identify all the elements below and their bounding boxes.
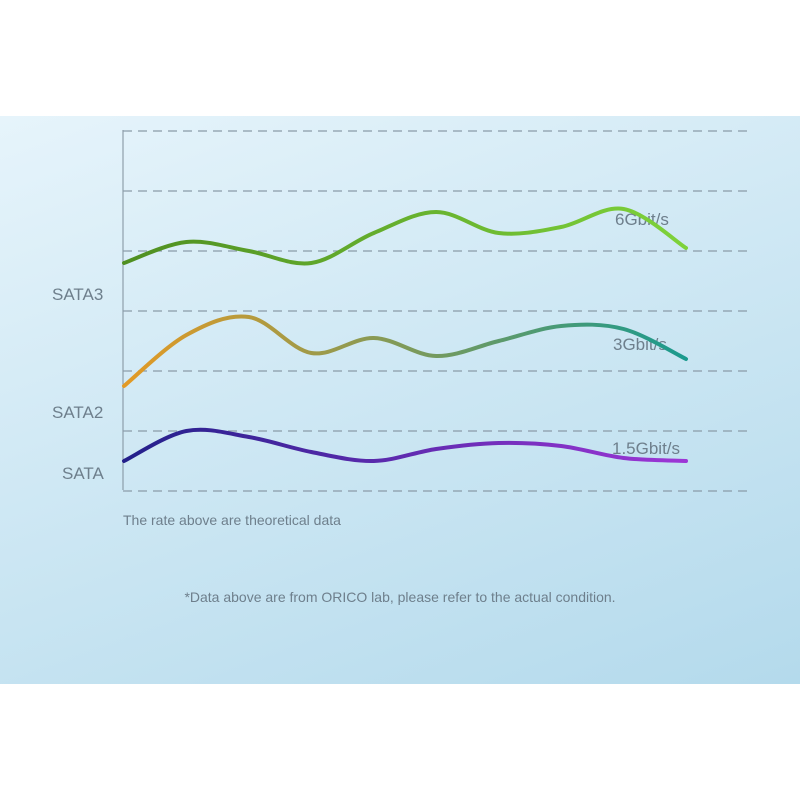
series-label-sata2: SATA2 <box>52 403 103 422</box>
theoretical-note: The rate above are theoretical data <box>123 512 341 528</box>
series-line-sata2 <box>122 314 688 388</box>
chart-background-panel <box>0 116 800 684</box>
speed-label-6gbit: 6Gbit/s <box>615 210 669 229</box>
series-label-sata: SATA <box>62 464 105 483</box>
gridlines <box>123 130 748 492</box>
series-label-sata3: SATA3 <box>52 285 103 304</box>
series-line-sata3 <box>122 206 688 266</box>
speed-label-1-5gbit: 1.5Gbit/s <box>612 439 680 458</box>
footnote: *Data above are from ORICO lab, please r… <box>184 589 615 605</box>
series-line-sata <box>122 427 688 464</box>
